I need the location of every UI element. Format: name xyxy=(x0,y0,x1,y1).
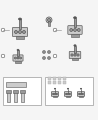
Bar xyxy=(63,77,67,80)
Circle shape xyxy=(69,93,70,95)
Bar xyxy=(79,96,83,97)
Circle shape xyxy=(77,29,80,31)
Bar xyxy=(74,18,76,27)
Bar xyxy=(74,45,76,53)
Circle shape xyxy=(66,93,67,95)
FancyBboxPatch shape xyxy=(64,92,72,96)
Circle shape xyxy=(48,51,50,54)
FancyBboxPatch shape xyxy=(13,27,28,36)
Circle shape xyxy=(53,54,57,58)
Ellipse shape xyxy=(80,88,82,89)
Ellipse shape xyxy=(67,88,69,89)
Bar xyxy=(53,81,57,84)
Bar xyxy=(58,77,62,80)
Circle shape xyxy=(70,29,73,31)
Circle shape xyxy=(14,57,16,59)
Bar xyxy=(21,92,24,102)
Ellipse shape xyxy=(54,88,56,89)
Bar xyxy=(71,34,79,37)
Circle shape xyxy=(15,30,18,33)
FancyBboxPatch shape xyxy=(68,26,82,34)
Circle shape xyxy=(19,30,21,33)
Circle shape xyxy=(20,57,22,59)
Bar xyxy=(15,61,21,63)
Circle shape xyxy=(1,28,5,32)
Bar xyxy=(7,92,10,102)
Circle shape xyxy=(78,93,80,95)
Circle shape xyxy=(77,54,79,56)
Circle shape xyxy=(48,57,50,60)
Circle shape xyxy=(43,57,45,60)
Bar xyxy=(48,77,52,80)
FancyBboxPatch shape xyxy=(51,92,59,96)
Bar xyxy=(53,77,57,80)
Circle shape xyxy=(67,93,69,95)
FancyBboxPatch shape xyxy=(45,77,93,105)
Circle shape xyxy=(23,30,25,33)
Ellipse shape xyxy=(74,17,76,19)
Circle shape xyxy=(43,51,45,53)
Circle shape xyxy=(53,28,57,32)
Ellipse shape xyxy=(19,18,21,20)
Circle shape xyxy=(43,57,45,59)
Bar xyxy=(63,81,67,84)
Bar xyxy=(6,90,11,93)
Bar xyxy=(53,96,57,97)
Circle shape xyxy=(46,17,52,23)
Circle shape xyxy=(74,29,76,31)
FancyBboxPatch shape xyxy=(13,55,23,61)
Bar xyxy=(16,36,24,39)
Bar xyxy=(72,58,78,60)
Circle shape xyxy=(48,51,50,53)
Circle shape xyxy=(48,18,50,21)
Bar xyxy=(58,81,62,84)
Circle shape xyxy=(1,54,5,58)
FancyBboxPatch shape xyxy=(69,51,81,59)
FancyBboxPatch shape xyxy=(3,77,41,105)
FancyBboxPatch shape xyxy=(77,92,85,96)
Bar xyxy=(14,92,17,102)
Bar xyxy=(20,90,25,93)
Bar xyxy=(17,50,19,56)
Bar xyxy=(13,90,18,93)
Circle shape xyxy=(74,54,76,56)
Circle shape xyxy=(48,57,50,59)
Circle shape xyxy=(80,93,82,95)
Circle shape xyxy=(82,93,83,95)
Bar xyxy=(6,82,26,87)
Circle shape xyxy=(17,57,19,59)
Bar xyxy=(48,21,50,26)
Ellipse shape xyxy=(17,49,19,51)
Bar xyxy=(48,81,52,84)
Ellipse shape xyxy=(74,45,76,46)
Circle shape xyxy=(53,93,54,95)
Bar xyxy=(66,96,70,97)
Circle shape xyxy=(54,93,56,95)
Circle shape xyxy=(43,51,45,54)
Circle shape xyxy=(71,54,73,56)
Bar xyxy=(19,19,21,29)
Circle shape xyxy=(56,93,57,95)
